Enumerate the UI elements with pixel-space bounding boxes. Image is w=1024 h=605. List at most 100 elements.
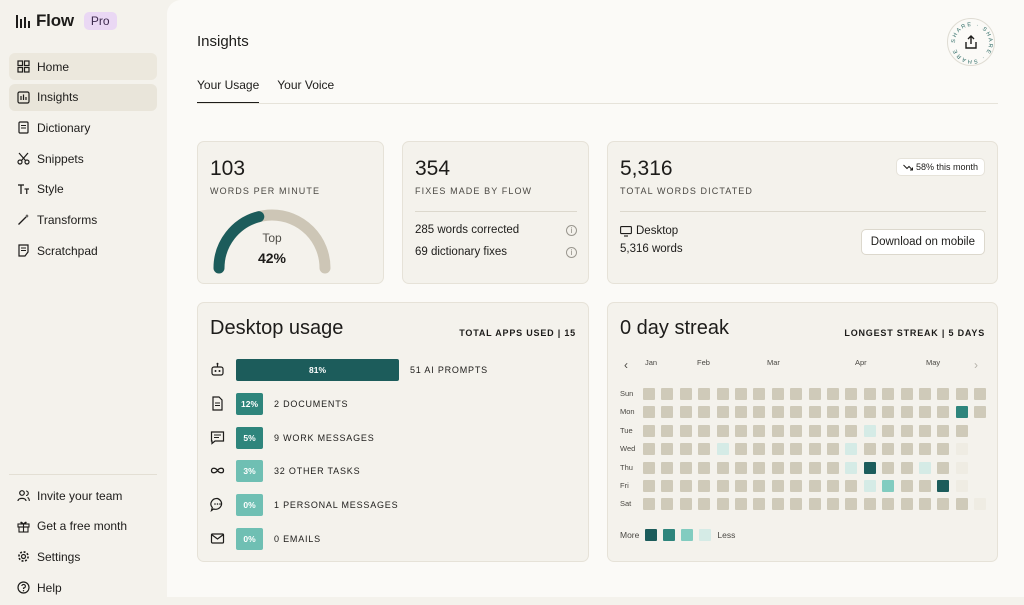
streak-cell[interactable]: [698, 480, 711, 492]
streak-cell[interactable]: [643, 443, 655, 456]
streak-cell[interactable]: [790, 461, 803, 474]
streak-cell[interactable]: [937, 461, 950, 474]
streak-cell[interactable]: [661, 498, 674, 511]
streak-cell[interactable]: [790, 498, 803, 511]
streak-cell[interactable]: [900, 406, 913, 419]
tab-your-voice[interactable]: Your Voice: [277, 78, 335, 92]
streak-cell[interactable]: [661, 480, 674, 492]
streak-cell[interactable]: [735, 498, 747, 511]
streak-cell[interactable]: [735, 480, 747, 492]
streak-cell[interactable]: [716, 461, 729, 474]
chevron-right-icon[interactable]: ›: [974, 358, 978, 372]
streak-cell[interactable]: [679, 388, 692, 400]
streak-cell[interactable]: [679, 498, 692, 511]
streak-cell[interactable]: [698, 498, 711, 511]
streak-cell[interactable]: [808, 443, 821, 456]
streak-cell[interactable]: [661, 424, 674, 437]
streak-cell[interactable]: [827, 461, 839, 474]
streak-cell[interactable]: [974, 498, 987, 511]
streak-cell[interactable]: [753, 461, 766, 474]
streak-cell[interactable]: [679, 461, 692, 474]
streak-cell[interactable]: [863, 443, 876, 456]
streak-cell[interactable]: [845, 461, 858, 474]
streak-cell[interactable]: [955, 498, 968, 511]
streak-cell[interactable]: [827, 406, 839, 419]
streak-cell[interactable]: [845, 443, 858, 456]
streak-cell[interactable]: [790, 424, 803, 437]
streak-cell[interactable]: [882, 480, 895, 492]
streak-cell[interactable]: [845, 406, 858, 419]
streak-cell[interactable]: [863, 424, 876, 437]
streak-cell[interactable]: [808, 461, 821, 474]
streak-cell[interactable]: [643, 480, 655, 492]
streak-cell[interactable]: [974, 406, 987, 419]
streak-cell[interactable]: [698, 406, 711, 419]
streak-cell[interactable]: [919, 480, 931, 492]
download-mobile-button[interactable]: Download on mobile: [860, 229, 985, 255]
streak-cell[interactable]: [882, 498, 895, 511]
streak-cell[interactable]: [808, 424, 821, 437]
streak-cell[interactable]: [661, 406, 674, 419]
share-button[interactable]: SHARE · SHARE · SHARE ·: [947, 18, 995, 66]
streak-cell[interactable]: [735, 461, 747, 474]
streak-cell[interactable]: [808, 406, 821, 419]
streak-cell[interactable]: [679, 424, 692, 437]
streak-cell[interactable]: [771, 498, 784, 511]
streak-cell[interactable]: [863, 480, 876, 492]
streak-cell[interactable]: [845, 480, 858, 492]
streak-cell[interactable]: [679, 480, 692, 492]
tab-your-usage[interactable]: Your Usage: [197, 78, 260, 103]
info-icon[interactable]: i: [566, 246, 577, 258]
streak-cell[interactable]: [753, 388, 766, 400]
streak-cell[interactable]: [643, 461, 655, 474]
streak-cell[interactable]: [863, 388, 876, 400]
streak-cell[interactable]: [919, 388, 931, 400]
streak-cell[interactable]: [698, 443, 711, 456]
sidebar-item-dictionary[interactable]: Dictionary: [9, 114, 157, 141]
streak-cell[interactable]: [900, 424, 913, 437]
streak-cell[interactable]: [698, 461, 711, 474]
streak-cell[interactable]: [882, 406, 895, 419]
streak-cell[interactable]: [771, 461, 784, 474]
streak-cell[interactable]: [919, 461, 931, 474]
streak-cell[interactable]: [845, 424, 858, 437]
streak-cell[interactable]: [827, 498, 839, 511]
streak-cell[interactable]: [919, 498, 931, 511]
streak-cell[interactable]: [790, 480, 803, 492]
sidebar-item-scratchpad[interactable]: Scratchpad: [9, 237, 157, 264]
streak-cell[interactable]: [827, 424, 839, 437]
streak-cell[interactable]: [955, 443, 968, 456]
streak-cell[interactable]: [900, 388, 913, 400]
streak-cell[interactable]: [955, 406, 968, 419]
streak-cell[interactable]: [919, 406, 931, 419]
streak-cell[interactable]: [790, 443, 803, 456]
streak-cell[interactable]: [790, 388, 803, 400]
sidebar-item-help[interactable]: Help: [9, 574, 157, 601]
streak-cell[interactable]: [937, 388, 950, 400]
streak-cell[interactable]: [808, 498, 821, 511]
streak-cell[interactable]: [716, 406, 729, 419]
streak-cell[interactable]: [808, 388, 821, 400]
streak-cell[interactable]: [698, 424, 711, 437]
streak-cell[interactable]: [679, 443, 692, 456]
streak-cell[interactable]: [937, 443, 950, 456]
sidebar-item-free-month[interactable]: Get a free month: [9, 513, 157, 540]
sidebar-item-settings[interactable]: Settings: [9, 543, 157, 570]
streak-cell[interactable]: [845, 498, 858, 511]
chevron-left-icon[interactable]: ‹: [624, 358, 628, 372]
sidebar-item-home[interactable]: Home: [9, 53, 157, 80]
streak-cell[interactable]: [753, 424, 766, 437]
streak-cell[interactable]: [753, 443, 766, 456]
streak-cell[interactable]: [900, 461, 913, 474]
streak-cell[interactable]: [974, 388, 987, 400]
streak-cell[interactable]: [716, 480, 729, 492]
streak-cell[interactable]: [882, 443, 895, 456]
streak-cell[interactable]: [955, 388, 968, 400]
streak-cell[interactable]: [716, 498, 729, 511]
streak-cell[interactable]: [716, 424, 729, 437]
streak-cell[interactable]: [771, 406, 784, 419]
streak-cell[interactable]: [937, 480, 950, 492]
info-icon[interactable]: i: [566, 224, 577, 236]
streak-cell[interactable]: [716, 388, 729, 400]
streak-cell[interactable]: [937, 498, 950, 511]
